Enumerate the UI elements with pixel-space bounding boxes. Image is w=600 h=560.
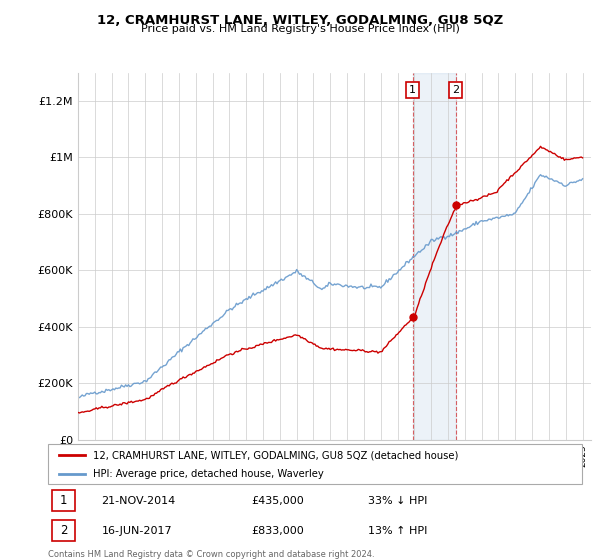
Text: 33% ↓ HPI: 33% ↓ HPI — [368, 496, 428, 506]
Text: 12, CRAMHURST LANE, WITLEY, GODALMING, GU8 5QZ: 12, CRAMHURST LANE, WITLEY, GODALMING, G… — [97, 14, 503, 27]
Text: 12, CRAMHURST LANE, WITLEY, GODALMING, GU8 5QZ (detached house): 12, CRAMHURST LANE, WITLEY, GODALMING, G… — [94, 450, 459, 460]
Bar — [413, 73, 456, 440]
Text: £833,000: £833,000 — [251, 526, 304, 536]
Text: 1: 1 — [60, 494, 67, 507]
FancyBboxPatch shape — [52, 520, 75, 542]
Text: 21-NOV-2014: 21-NOV-2014 — [101, 496, 176, 506]
Text: Contains HM Land Registry data © Crown copyright and database right 2024.
This d: Contains HM Land Registry data © Crown c… — [48, 550, 374, 560]
Text: 2: 2 — [60, 524, 67, 538]
Text: £435,000: £435,000 — [251, 496, 304, 506]
Text: Price paid vs. HM Land Registry's House Price Index (HPI): Price paid vs. HM Land Registry's House … — [140, 24, 460, 34]
Text: 13% ↑ HPI: 13% ↑ HPI — [368, 526, 428, 536]
Text: 16-JUN-2017: 16-JUN-2017 — [101, 526, 172, 536]
FancyBboxPatch shape — [52, 490, 75, 511]
Text: 1: 1 — [409, 85, 416, 95]
Text: 2: 2 — [452, 85, 460, 95]
Text: HPI: Average price, detached house, Waverley: HPI: Average price, detached house, Wave… — [94, 469, 324, 478]
FancyBboxPatch shape — [48, 444, 582, 484]
